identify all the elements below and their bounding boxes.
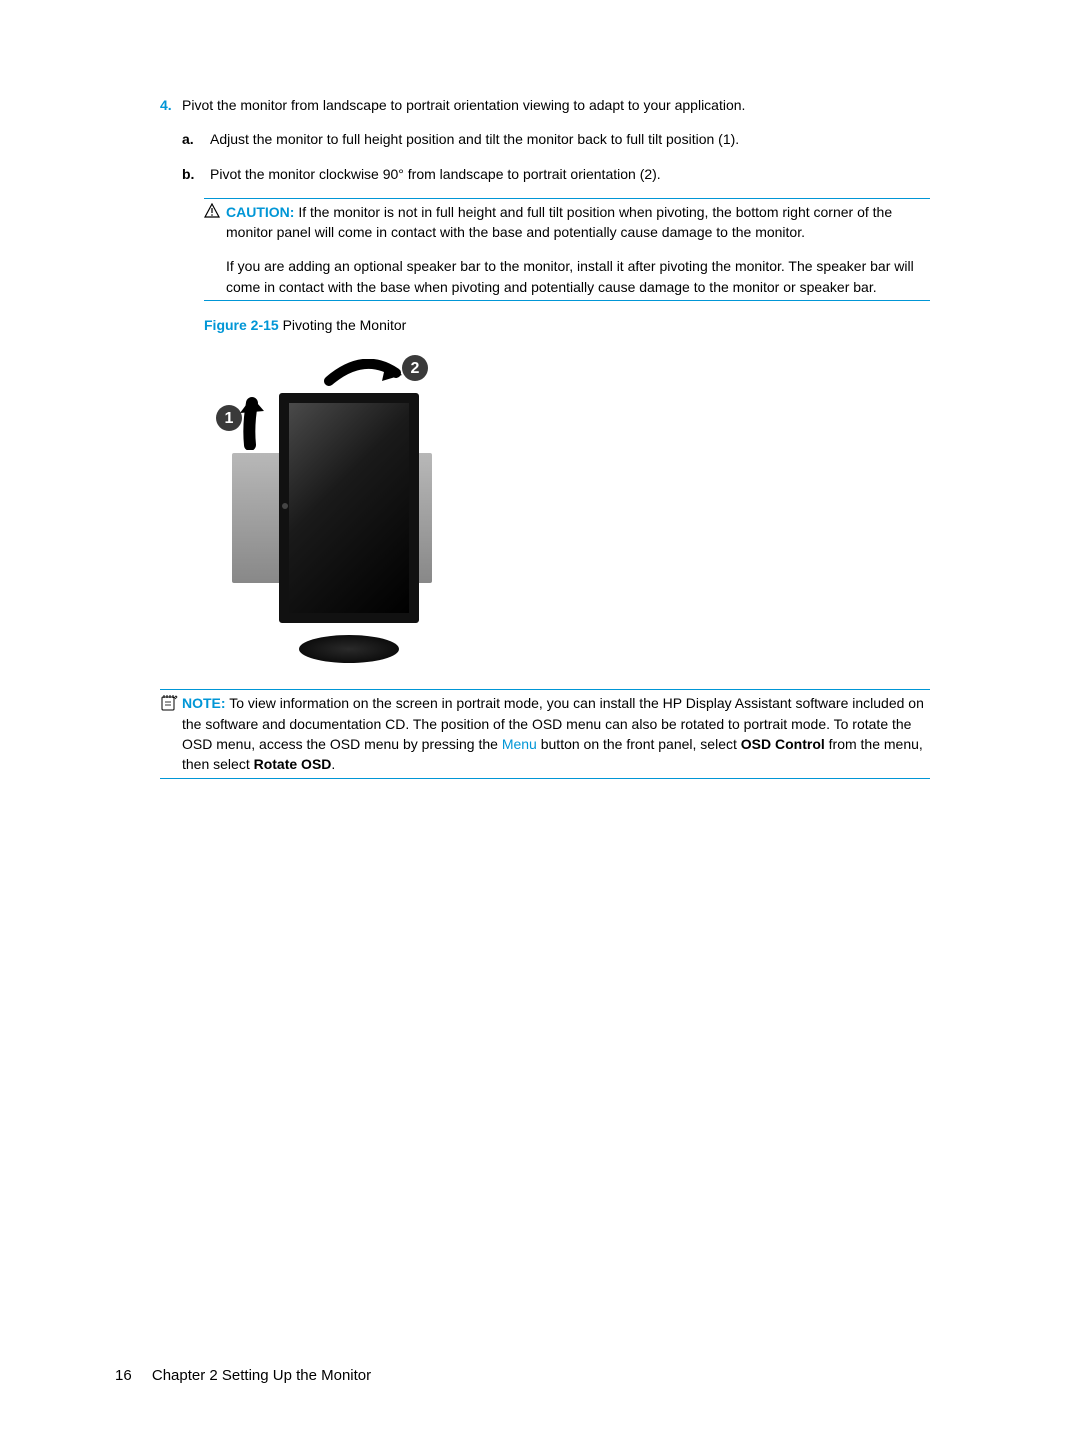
monitor-base xyxy=(299,635,399,663)
note-callout: NOTE: To view information on the screen … xyxy=(160,689,930,778)
callout-badge-2: 2 xyxy=(402,355,428,381)
sub-step-b: b. Pivot the monitor clockwise 90° from … xyxy=(182,164,930,184)
step-text: Pivot the monitor from landscape to port… xyxy=(182,95,930,115)
page-footer: 16 Chapter 2 Setting Up the Monitor xyxy=(115,1365,371,1387)
sub-text: Pivot the monitor clockwise 90° from lan… xyxy=(210,164,930,184)
note-body: NOTE: To view information on the screen … xyxy=(182,693,930,774)
step-4: 4. Pivot the monitor from landscape to p… xyxy=(160,95,930,115)
caution-callout: CAUTION: If the monitor is not in full h… xyxy=(204,198,930,301)
sub-step-a: a. Adjust the monitor to full height pos… xyxy=(182,129,930,149)
figure-caption: Figure 2-15 Pivoting the Monitor xyxy=(204,315,930,335)
note-period: . xyxy=(331,756,335,772)
note-icon xyxy=(160,693,182,774)
page-number: 16 xyxy=(115,1367,132,1384)
sub-text: Adjust the monitor to full height positi… xyxy=(210,129,930,149)
caution-text-1: If the monitor is not in full height and… xyxy=(226,204,892,240)
caution-label: CAUTION: xyxy=(226,204,294,220)
caution-inner: CAUTION: If the monitor is not in full h… xyxy=(204,202,930,297)
figure-title: Pivoting the Monitor xyxy=(279,317,407,333)
sub-letter: a. xyxy=(182,129,210,149)
figure-number: Figure 2-15 xyxy=(204,317,279,333)
chapter-title: Chapter 2 Setting Up the Monitor xyxy=(152,1367,371,1384)
arrow-rotate-icon xyxy=(324,359,404,389)
osd-control-bold: OSD Control xyxy=(741,736,825,752)
note-text-2: button on the front panel, select xyxy=(537,736,741,752)
menu-word: Menu xyxy=(502,736,537,752)
caution-text-2: If you are adding an optional speaker ba… xyxy=(226,256,930,297)
caution-body: CAUTION: If the monitor is not in full h… xyxy=(226,202,930,297)
figure-illustration: 1 2 xyxy=(204,353,484,663)
monitor-portrait xyxy=(279,393,419,623)
step-number: 4. xyxy=(160,95,182,115)
note-inner: NOTE: To view information on the screen … xyxy=(160,693,930,774)
note-label: NOTE: xyxy=(182,695,226,711)
sub-letter: b. xyxy=(182,164,210,184)
rotate-osd-bold: Rotate OSD xyxy=(254,756,332,772)
sub-steps: a. Adjust the monitor to full height pos… xyxy=(182,129,930,663)
page-content: 4. Pivot the monitor from landscape to p… xyxy=(160,95,930,779)
caution-icon xyxy=(204,202,226,297)
